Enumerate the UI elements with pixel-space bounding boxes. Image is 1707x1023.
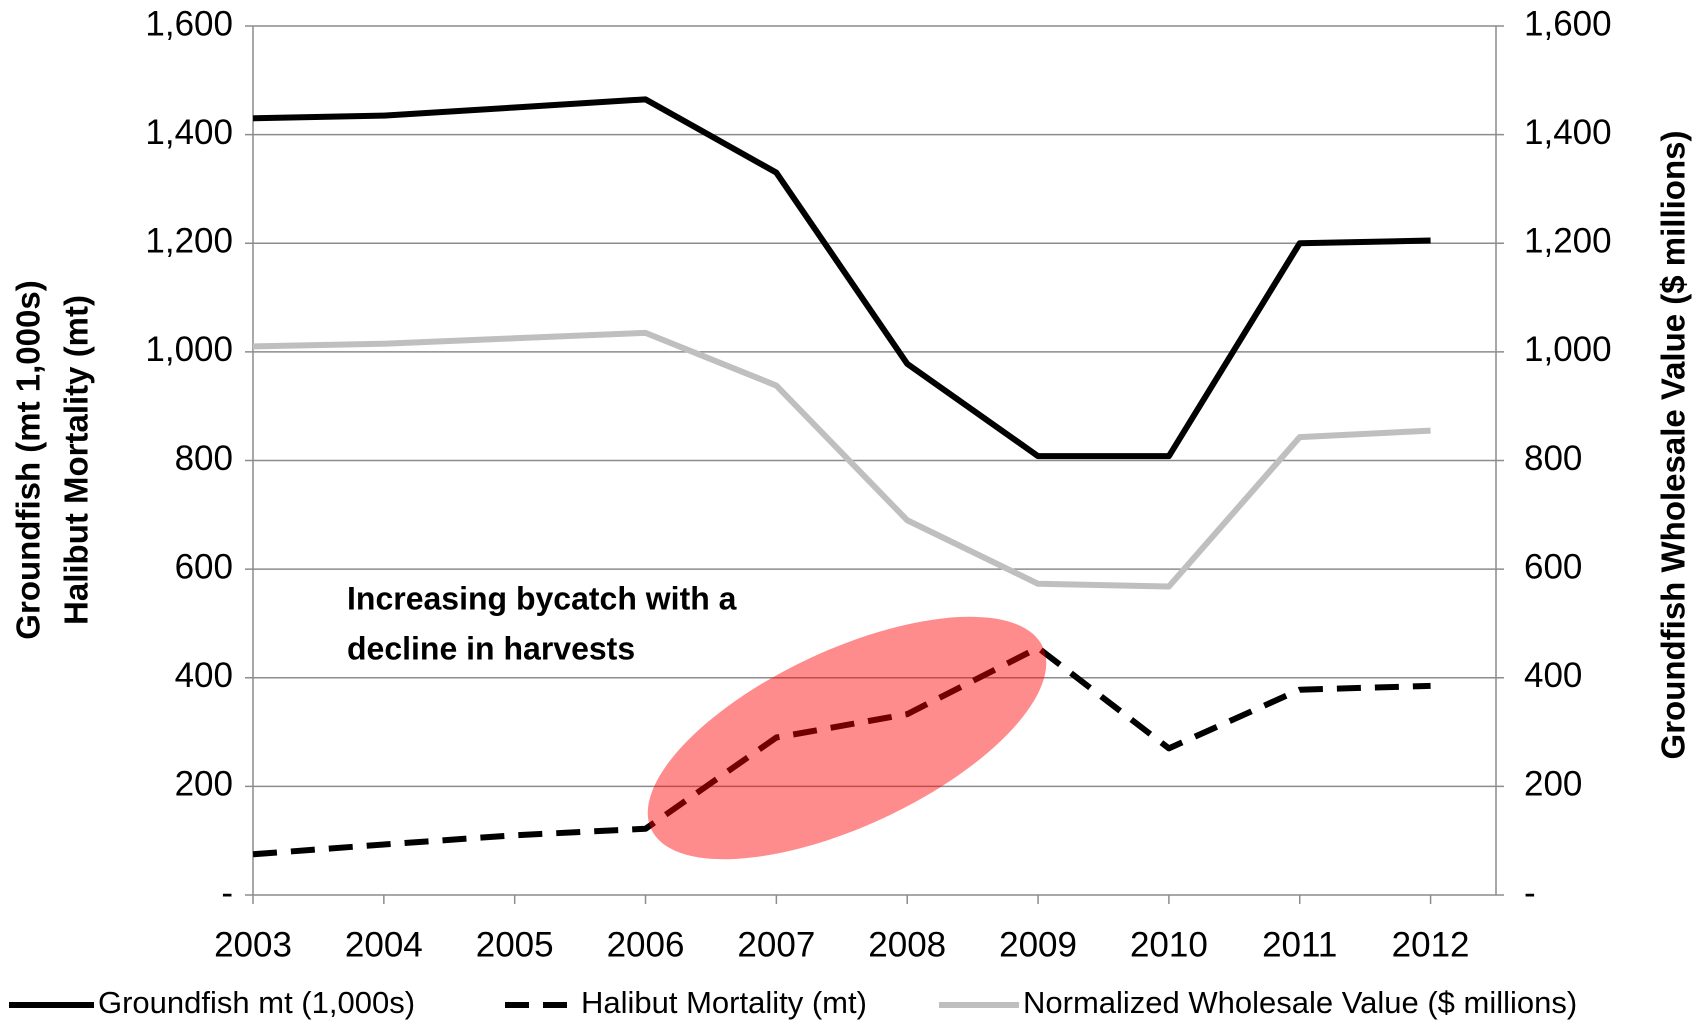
y-tick-label: 400 — [175, 656, 233, 695]
series-line — [252, 329, 1431, 590]
series-line — [252, 644, 1431, 858]
y2-tick-label: 1,400 — [1524, 113, 1612, 152]
y-tick-label: 1,600 — [145, 4, 233, 43]
legend-label: Groundfish mt (1,000s) — [98, 985, 415, 1020]
y2-tick-label: 1,000 — [1524, 330, 1612, 369]
x-tick-label: 2010 — [1130, 925, 1208, 964]
x-tick-label: 2006 — [607, 925, 685, 964]
y-tick-label: 600 — [175, 547, 233, 586]
annotation: Increasing bycatch with a — [347, 580, 737, 616]
legend-label: Halibut Mortality (mt) — [581, 985, 867, 1020]
x-tick-label: 2007 — [737, 925, 815, 964]
series-line — [252, 96, 1431, 460]
highlight-ellipse — [647, 616, 1047, 860]
y2-tick-label: 400 — [1524, 656, 1582, 695]
y-axis-title: Halibut Mortality (mt) — [58, 295, 95, 625]
y2-axis-title: Groundfish Wholesale Value ($ millions) — [1655, 131, 1692, 760]
y-tick-label: 1,200 — [145, 222, 233, 261]
y2-tick-label: 600 — [1524, 547, 1582, 586]
y-tick-label: 800 — [175, 439, 233, 478]
y2-tick-label: 1,200 — [1524, 222, 1612, 261]
x-tick-label: 2003 — [214, 925, 292, 964]
y2-tick-label: 1,600 — [1524, 4, 1612, 43]
y2-tick-label: 800 — [1524, 439, 1582, 478]
y-tick-label: 1,400 — [145, 113, 233, 152]
x-tick-label: 2009 — [999, 925, 1077, 964]
x-tick-label: 2008 — [868, 925, 946, 964]
legend-label: Normalized Wholesale Value ($ millions) — [1023, 985, 1577, 1020]
y-tick-label: 1,000 — [145, 330, 233, 369]
x-tick-label: 2004 — [345, 925, 423, 964]
y2-tick-label: 200 — [1524, 765, 1582, 804]
y-axis-title: Groundfish (mt 1,000s) — [10, 280, 47, 639]
annotation: decline in harvests — [347, 630, 635, 666]
x-tick-label: 2005 — [476, 925, 554, 964]
x-tick-label: 2012 — [1392, 925, 1470, 964]
y-tick-label: 200 — [175, 765, 233, 804]
y-tick-label: - — [221, 873, 233, 912]
y2-tick-label: - — [1524, 873, 1536, 912]
x-tick-label: 2011 — [1262, 925, 1337, 964]
